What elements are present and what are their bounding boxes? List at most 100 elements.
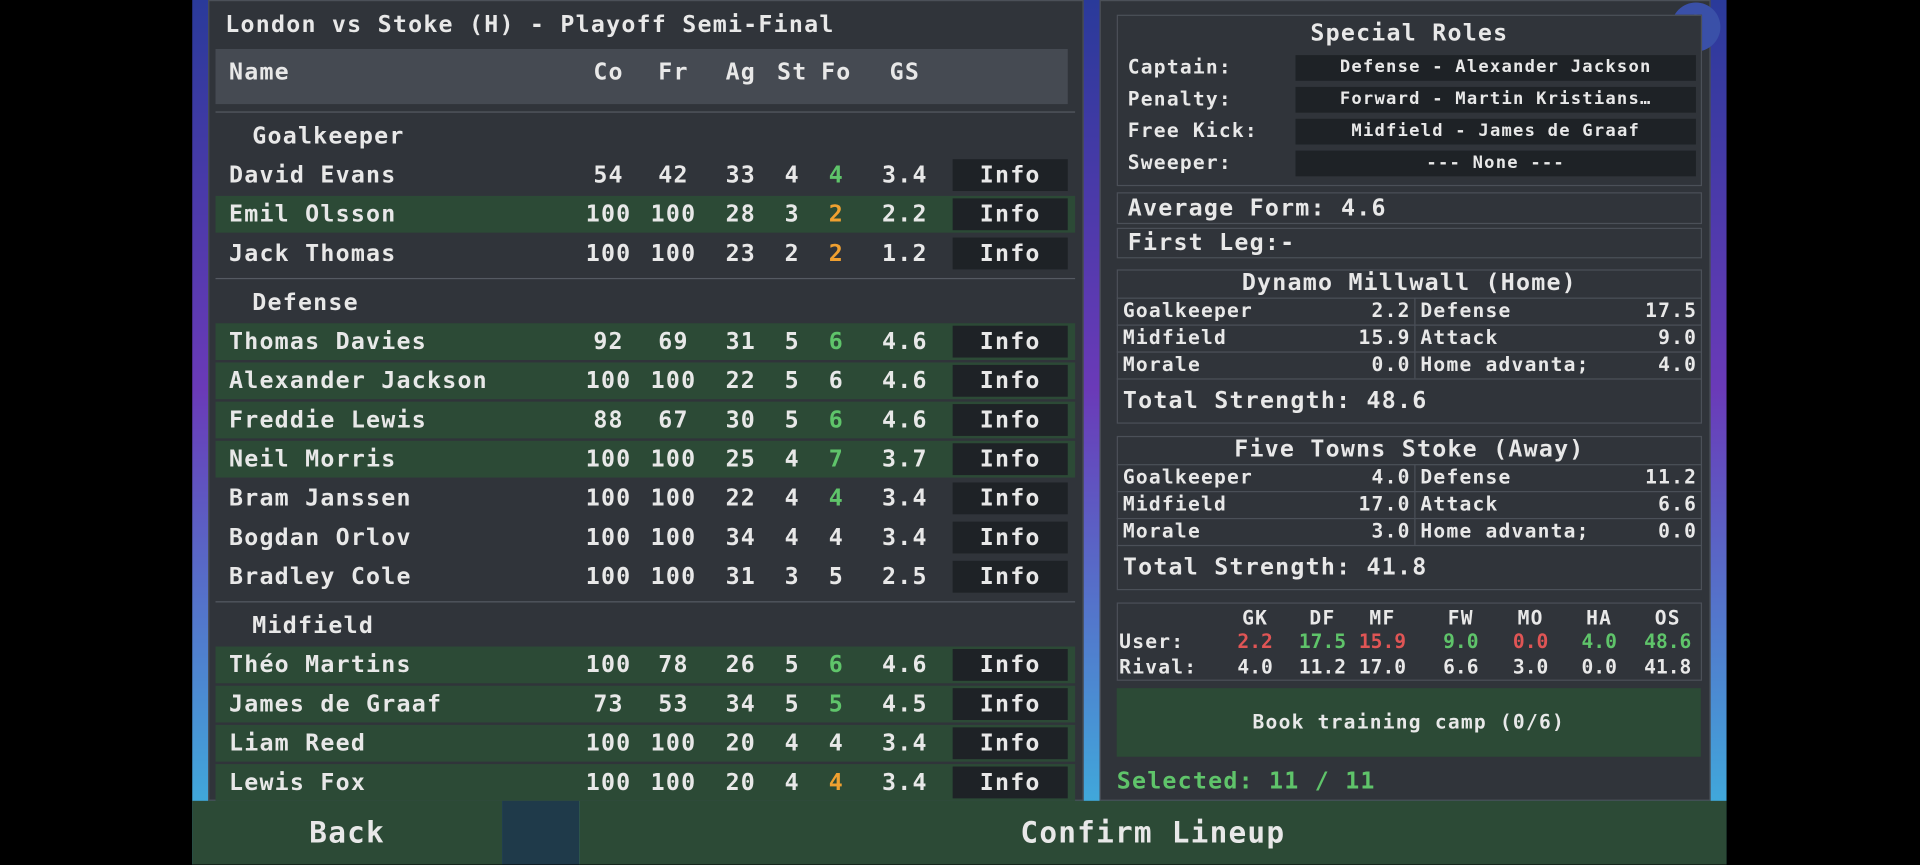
stat-label: Home advanta; <box>1420 353 1590 376</box>
column-header: Ag <box>725 58 757 86</box>
stat-col-line <box>1414 517 1416 545</box>
stat-cell: 20 <box>725 729 757 757</box>
match-title: London vs Stoke (H) - Playoff Semi-Final <box>225 11 835 38</box>
comparison-value: 4.0 <box>1581 629 1617 653</box>
info-button[interactable]: Info <box>952 482 1068 515</box>
first-leg-box <box>1116 227 1703 259</box>
player-name: Bram Janssen <box>228 484 412 512</box>
stat-cell: 4 <box>784 768 800 796</box>
stat-cell: 3 <box>784 200 800 228</box>
role-label: Free Kick: <box>1127 118 1258 143</box>
info-button[interactable]: Info <box>952 443 1068 476</box>
comparison-value: 17.0 <box>1358 655 1407 679</box>
stat-cell: 4.6 <box>882 367 928 395</box>
row-selected-bg <box>215 440 1076 478</box>
stat-cell: 67 <box>658 406 689 434</box>
row-selected-bg <box>215 685 1076 723</box>
stat-cell: 78 <box>658 651 689 679</box>
info-button[interactable]: Info <box>952 364 1068 397</box>
role-dropdown[interactable]: Forward - Martin Kristians… <box>1295 86 1696 113</box>
stat-cell: 100 <box>650 563 697 591</box>
role-dropdown[interactable]: Midfield - James de Graaf <box>1295 118 1696 145</box>
info-button[interactable]: Info <box>952 688 1068 721</box>
info-button[interactable]: Info <box>952 766 1068 799</box>
stat-cell: 2.5 <box>882 563 928 591</box>
info-button[interactable]: Info <box>952 404 1068 436</box>
stat-cell: 34 <box>725 524 757 552</box>
info-button[interactable]: Info <box>952 198 1068 231</box>
stat-cell: 4.6 <box>882 406 928 434</box>
info-button[interactable]: Info <box>952 521 1068 554</box>
comparison-value: 48.6 <box>1644 629 1692 653</box>
stat-cell: 54 <box>593 161 624 189</box>
total-strength: Total Strength: 41.8 <box>1122 553 1428 581</box>
stat-label: Goalkeeper <box>1122 465 1254 489</box>
player-name: Lewis Fox <box>228 768 367 796</box>
stat-row-line <box>1116 491 1703 493</box>
stat-cell: 4 <box>784 524 800 552</box>
stat-cell: 4 <box>828 524 844 552</box>
stat-cell: 6 <box>828 328 844 356</box>
info-button[interactable]: Info <box>952 560 1068 593</box>
stat-cell: 4 <box>784 484 800 512</box>
stat-cell: 6 <box>828 406 844 434</box>
comparison-value: 11.2 <box>1298 655 1347 679</box>
footer-spacer <box>502 800 580 865</box>
team-box <box>1116 435 1703 591</box>
comparison-header: HA <box>1586 606 1613 630</box>
stat-cell: 100 <box>650 524 697 552</box>
group-title: Midfield <box>252 612 375 640</box>
stat-cell: 4.5 <box>882 690 928 718</box>
stat-cell: 23 <box>725 240 757 267</box>
stat-cell: 6 <box>828 651 844 679</box>
stat-cell: 4.6 <box>882 328 928 356</box>
stat-cell: 100 <box>585 768 632 796</box>
comparison-value: 2.2 <box>1237 629 1273 653</box>
comparison-value: 0.0 <box>1512 629 1549 653</box>
column-header: Co <box>593 58 624 86</box>
role-dropdown[interactable]: --- None --- <box>1295 150 1696 177</box>
info-button[interactable]: Info <box>952 648 1068 681</box>
stat-row-line <box>1116 324 1703 326</box>
stat-cell: 92 <box>593 328 624 356</box>
stat-cell: 4 <box>828 161 844 189</box>
roles-title: Special Roles <box>1310 19 1509 47</box>
stat-col-line <box>1414 324 1416 352</box>
stat-cell: 42 <box>658 161 689 189</box>
stat-cell: 4 <box>784 161 800 189</box>
stat-label: Morale <box>1122 352 1201 376</box>
stat-cell: 100 <box>585 200 632 228</box>
stat-cell: 100 <box>585 651 632 679</box>
stat-value: 15.9 <box>1358 325 1411 349</box>
info-button[interactable]: Info <box>952 237 1068 270</box>
stat-cell: 100 <box>650 240 697 267</box>
comparison-box <box>1116 602 1703 681</box>
player-name: Bogdan Orlov <box>228 524 412 552</box>
role-dropdown[interactable]: Defense - Alexander Jackson <box>1295 55 1696 81</box>
stat-col-line <box>1414 491 1416 518</box>
stat-row-line <box>1116 544 1703 547</box>
confirm-button[interactable]: Confirm Lineup <box>579 800 1727 865</box>
stat-cell: 1.2 <box>882 240 928 267</box>
stat-cell: 4 <box>828 484 844 512</box>
stat-cell: 2 <box>784 240 800 267</box>
info-button[interactable]: Info <box>952 159 1068 192</box>
player-name: Emil Olsson <box>228 200 397 228</box>
player-name: Freddie Lewis <box>228 406 428 434</box>
stat-cell: 5 <box>784 406 800 434</box>
training-button[interactable]: Book training camp (0/6) <box>1116 688 1701 757</box>
player-name: Liam Reed <box>228 729 367 757</box>
stat-col-line <box>1414 351 1416 379</box>
info-button[interactable]: Info <box>952 325 1068 358</box>
back-button[interactable]: Back <box>192 800 503 865</box>
stat-value: 17.0 <box>1358 492 1411 516</box>
stat-cell: 6 <box>828 367 844 395</box>
info-button[interactable]: Info <box>952 727 1068 760</box>
total-strength: Total Strength: 48.6 <box>1122 386 1428 414</box>
stat-cell: 26 <box>725 651 757 679</box>
row-selected-bg <box>215 362 1076 400</box>
stat-cell: 100 <box>650 445 697 473</box>
column-header: St <box>776 58 808 86</box>
comparison-label: User: <box>1119 629 1185 653</box>
